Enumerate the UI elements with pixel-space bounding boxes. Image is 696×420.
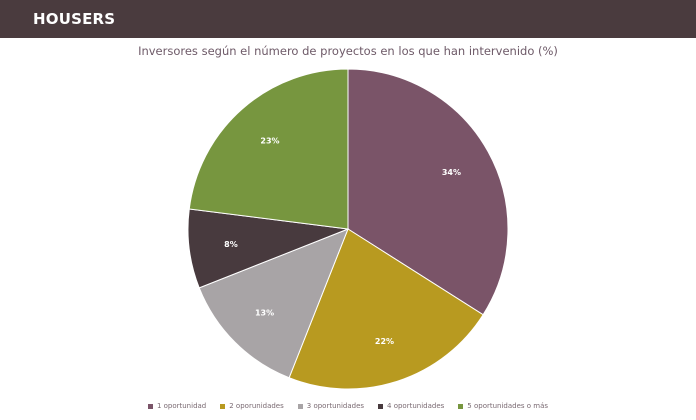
legend-label: 4 oportunidades [387, 402, 445, 410]
legend-swatch [378, 403, 384, 409]
legend-item-5: 5 oportunidades o más [458, 402, 548, 410]
slice-label-1: 34% [442, 168, 461, 177]
legend-item-2: 2 oporunidades [220, 402, 284, 410]
chart-legend: 1 oportunidad 2 oporunidades 3 oportunidad… [0, 402, 696, 410]
housers-logo: HOUSERS [33, 10, 116, 28]
legend-swatch [458, 403, 464, 409]
slice-label-5: 23% [260, 136, 279, 145]
pie-slice-2 [288, 228, 484, 390]
slice-label-4: 8% [224, 240, 238, 249]
header-bar: HOUSERS [0, 0, 696, 38]
legend-swatch [220, 403, 226, 409]
legend-item-4: 4 oportunidades [378, 402, 444, 410]
legend-label: 5 oportunidades o más [467, 402, 549, 410]
legend-swatch [147, 403, 153, 409]
legend-label: 1 oportunidad [156, 402, 207, 410]
pie-slice-3 [198, 228, 349, 379]
slice-label-3: 13% [255, 308, 274, 317]
pie-slice-1 [347, 68, 509, 316]
legend-item-3: 3 oportunidades [297, 402, 365, 410]
legend-label: 3 oportunidades [306, 402, 365, 410]
legend-label: 2 oporunidades [229, 402, 284, 410]
legend-item-1: 1 oportunidad [147, 402, 207, 410]
slice-label-2: 22% [375, 337, 394, 346]
legend-swatch [297, 403, 303, 409]
pie-slice-5 [188, 68, 349, 230]
chart-title: Inversores según el número de proyectos … [138, 44, 558, 58]
